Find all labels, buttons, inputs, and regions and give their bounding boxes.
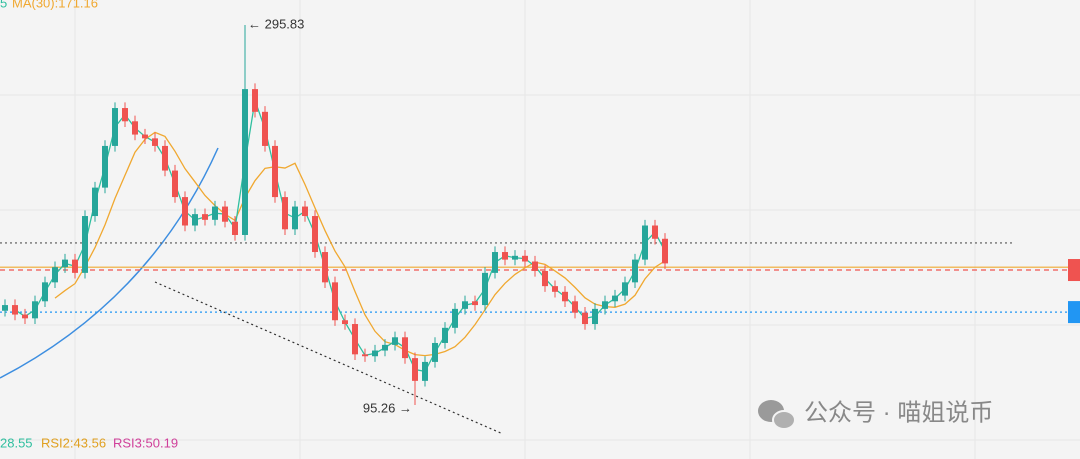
candle-body	[552, 286, 558, 292]
candle-body	[442, 327, 448, 343]
candle-body	[2, 305, 8, 311]
candle-body	[82, 216, 88, 273]
candle-body	[12, 305, 18, 315]
candle-body	[492, 252, 498, 273]
candle-body	[62, 259, 68, 268]
candle-body	[302, 206, 308, 217]
candle-body	[452, 308, 458, 328]
candle-body	[612, 295, 618, 302]
candle-body	[102, 145, 108, 188]
candle-body	[182, 197, 188, 226]
watermark-icon	[758, 400, 796, 430]
candle-body	[352, 324, 358, 355]
candle-body	[362, 354, 368, 357]
candle-body	[482, 272, 488, 306]
trendline	[154, 281, 504, 435]
legend-ma: MA(30):171.16	[12, 0, 98, 10]
candle-body	[112, 108, 118, 146]
price-tag	[1068, 259, 1080, 282]
candle-body	[122, 108, 128, 122]
candle-body	[372, 350, 378, 357]
candle-body	[42, 282, 48, 302]
candle-body	[212, 206, 218, 220]
candle-body	[72, 259, 78, 273]
candle-body	[412, 358, 418, 381]
candle-body	[542, 270, 548, 287]
candle-body	[272, 145, 278, 198]
legend-rsi2: RSI2:43.56	[41, 435, 106, 450]
candle-body	[642, 225, 648, 260]
candle-body	[512, 255, 518, 260]
candle-body	[332, 282, 338, 321]
candle-body	[92, 187, 98, 217]
candle-body	[422, 361, 428, 381]
candle-body	[432, 342, 438, 362]
price-tag	[1068, 301, 1080, 324]
candle-body	[462, 301, 468, 309]
legend-rsi3: RSI3:50.19	[113, 435, 178, 450]
candle-body	[32, 301, 38, 319]
candle-body	[472, 301, 478, 306]
candle-body	[152, 138, 158, 146]
candle-body	[292, 206, 298, 230]
candle-body	[52, 267, 58, 283]
candle-body	[262, 111, 268, 146]
candle-body	[282, 197, 288, 230]
candle-body	[142, 134, 148, 139]
candle-body	[562, 291, 568, 302]
legend-partial: 5	[0, 0, 7, 10]
candle-body	[192, 214, 198, 226]
candle-body	[172, 170, 178, 198]
legend-rsi1: 28.55	[0, 435, 33, 450]
high-annotation: ← 295.83	[248, 16, 304, 31]
candle-body	[602, 301, 608, 309]
candle-body	[242, 89, 248, 235]
candle-body	[342, 320, 348, 325]
candle-body	[522, 255, 528, 262]
candle-body	[202, 214, 208, 220]
candle-body	[592, 308, 598, 325]
candle-body	[322, 252, 328, 283]
candle-body	[652, 225, 658, 239]
candle-body	[402, 337, 408, 359]
moving-average	[54, 131, 666, 357]
candle-body	[572, 301, 578, 313]
candle-body	[232, 221, 238, 235]
candle-body	[312, 216, 318, 253]
low-annotation: 95.26 →	[363, 400, 412, 415]
candle-body	[252, 89, 258, 112]
candle-body	[382, 344, 388, 351]
candle-body	[622, 282, 628, 296]
watermark: 公众号 · 喵姐说币	[804, 399, 993, 426]
candle-body	[392, 337, 398, 345]
candle-body	[532, 261, 538, 271]
candle-body	[502, 252, 508, 260]
candle-body	[582, 312, 588, 325]
candle-body	[222, 206, 228, 222]
candle-body	[162, 145, 168, 171]
candle-body	[22, 314, 28, 319]
candle-body	[132, 121, 138, 135]
candle-body	[662, 238, 668, 264]
candle-body	[632, 259, 638, 283]
